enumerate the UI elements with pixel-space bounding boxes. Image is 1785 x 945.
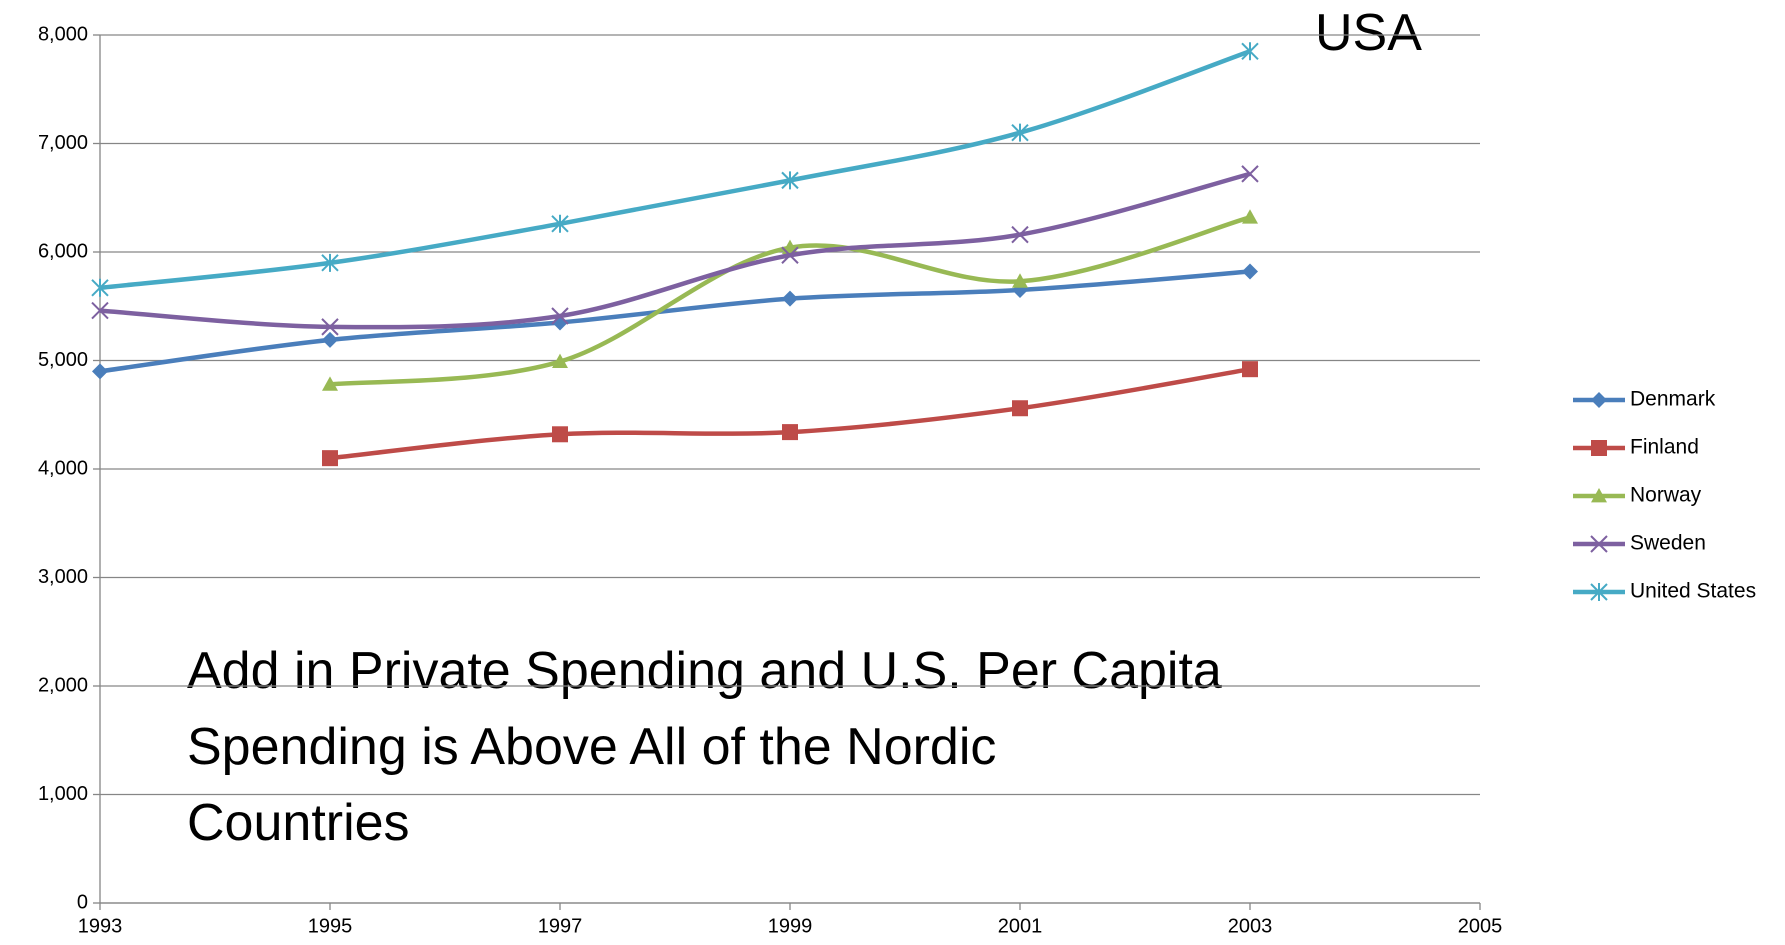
marker [1241, 165, 1259, 183]
y-tick-label: 7,000 [38, 132, 88, 154]
annotation: Spending is Above All of the Nordic [187, 718, 996, 776]
legend-marker [1591, 488, 1607, 503]
y-tick-label: 5,000 [38, 349, 88, 371]
legend-marker [1590, 535, 1608, 553]
annotation: USA [1315, 4, 1422, 62]
marker [91, 278, 109, 297]
y-tick-label: 6,000 [38, 240, 88, 262]
y-tick-label: 0 [77, 891, 88, 913]
marker [782, 290, 798, 307]
marker [322, 450, 338, 467]
y-tick-label: 3,000 [38, 566, 88, 588]
marker [1011, 225, 1029, 244]
marker [551, 214, 569, 233]
legend-marker [1591, 392, 1607, 408]
marker [552, 426, 568, 443]
x-tick-label: 1995 [308, 915, 353, 937]
marker [781, 246, 799, 264]
marker [1011, 123, 1029, 142]
marker [91, 301, 109, 320]
marker [782, 424, 798, 441]
legend-label: Sweden [1630, 532, 1706, 555]
series-line [99, 49, 1251, 291]
series-line [329, 366, 1251, 461]
marker [1241, 42, 1259, 61]
marker [92, 363, 108, 380]
y-tick-label: 8,000 [38, 23, 88, 45]
x-tick-label: 1993 [78, 915, 123, 937]
legend-marker [1591, 440, 1607, 456]
annotation: Add in Private Spending and U.S. Per Cap… [187, 642, 1222, 700]
series-line [99, 269, 1251, 374]
y-tick-label: 1,000 [38, 783, 88, 805]
annotation: Countries [187, 794, 410, 852]
marker [321, 253, 339, 272]
legend-label: Denmark [1630, 388, 1716, 411]
marker [1242, 361, 1258, 378]
marker [1012, 273, 1028, 288]
marker [1012, 400, 1028, 417]
marker [322, 331, 338, 348]
marker [321, 318, 339, 336]
series-line [99, 171, 1251, 330]
legend-label: United States [1630, 580, 1756, 603]
marker [322, 376, 338, 391]
marker [1242, 263, 1258, 280]
x-tick-label: 2005 [1458, 915, 1503, 937]
x-tick-label: 1999 [768, 915, 813, 937]
legend-label: Finland [1630, 436, 1699, 459]
x-tick-label: 2003 [1228, 915, 1273, 937]
y-tick-label: 2,000 [38, 674, 88, 696]
legend-marker [1590, 583, 1608, 601]
x-tick-label: 2001 [998, 915, 1043, 937]
x-tick-label: 1997 [538, 915, 583, 937]
legend-label: Norway [1630, 484, 1702, 507]
marker [781, 171, 799, 190]
marker [551, 307, 569, 325]
marker [1242, 209, 1258, 224]
y-tick-label: 4,000 [38, 457, 88, 479]
marker [552, 353, 568, 368]
